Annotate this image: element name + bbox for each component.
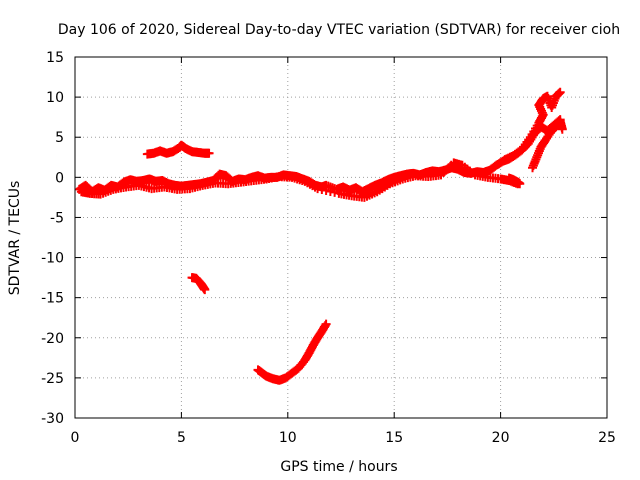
y-tick-label: -25	[41, 371, 64, 387]
data-point	[557, 124, 567, 134]
y-axis-label: SDTVAR / TECUs	[7, 181, 23, 296]
y-tick-label: 10	[46, 90, 64, 106]
axis-ticks	[74, 56, 608, 419]
y-tick-label: 15	[46, 50, 64, 66]
series-upper-branch	[500, 87, 565, 165]
data-point	[515, 179, 525, 189]
series-raised-segment	[142, 140, 214, 159]
y-tick-label: -10	[41, 251, 64, 267]
x-tick-label: 5	[177, 430, 186, 446]
data-point	[321, 319, 331, 329]
series-lower-branch	[528, 116, 567, 173]
data-points	[74, 87, 567, 385]
data-point	[555, 87, 565, 97]
y-tick-labels: -30 -25 -20 -15 -10 -5 0 5 10 15	[41, 50, 64, 427]
data-point	[204, 148, 214, 158]
x-tick-label: 10	[279, 430, 297, 446]
series-low-arc	[253, 319, 331, 385]
y-tick-label: -15	[41, 291, 64, 307]
y-tick-label: 0	[55, 170, 64, 186]
plot-frame	[74, 56, 608, 419]
x-tick-label: 25	[598, 430, 616, 446]
x-tick-label: 0	[71, 430, 80, 446]
x-tick-label: 20	[492, 430, 510, 446]
grid-lines	[75, 57, 607, 418]
series-small-segment	[187, 273, 210, 295]
x-tick-label: 15	[385, 430, 403, 446]
y-tick-label: 5	[55, 130, 64, 146]
chart-title: Day 106 of 2020, Sidereal Day-to-day VTE…	[58, 22, 620, 38]
x-tick-labels: 0 5 10 15 20 25	[71, 430, 616, 446]
series-late-drop	[504, 173, 525, 189]
y-tick-label: -20	[41, 331, 64, 347]
data-point	[200, 285, 210, 295]
y-tick-label: -30	[41, 411, 64, 427]
x-axis-label: GPS time / hours	[280, 459, 397, 475]
y-tick-label: -5	[50, 210, 64, 226]
